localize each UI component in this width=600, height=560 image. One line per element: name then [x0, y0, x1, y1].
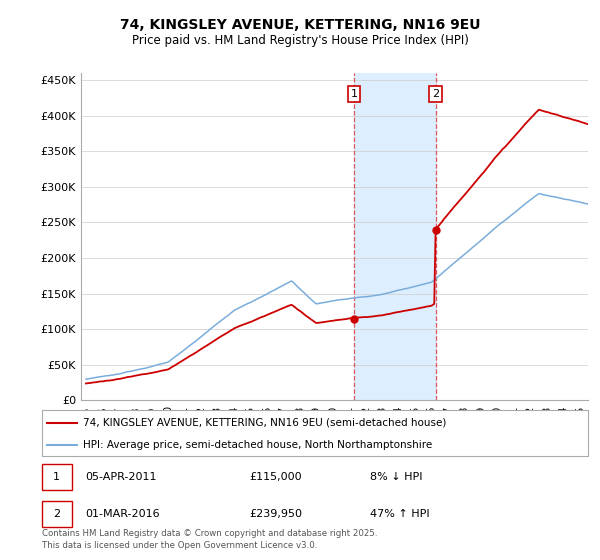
Text: 1: 1	[350, 89, 358, 99]
Text: 74, KINGSLEY AVENUE, KETTERING, NN16 9EU (semi-detached house): 74, KINGSLEY AVENUE, KETTERING, NN16 9EU…	[83, 418, 446, 428]
FancyBboxPatch shape	[42, 410, 588, 456]
FancyBboxPatch shape	[42, 501, 72, 527]
Text: HPI: Average price, semi-detached house, North Northamptonshire: HPI: Average price, semi-detached house,…	[83, 440, 432, 450]
Text: 05-APR-2011: 05-APR-2011	[86, 472, 157, 482]
Text: Price paid vs. HM Land Registry's House Price Index (HPI): Price paid vs. HM Land Registry's House …	[131, 34, 469, 47]
Text: 1: 1	[53, 472, 60, 482]
FancyBboxPatch shape	[42, 464, 72, 490]
Text: 74, KINGSLEY AVENUE, KETTERING, NN16 9EU: 74, KINGSLEY AVENUE, KETTERING, NN16 9EU	[120, 18, 480, 32]
Bar	[354, 73, 436, 400]
Text: £239,950: £239,950	[250, 509, 302, 519]
Text: 2: 2	[432, 89, 439, 99]
Text: 2: 2	[53, 509, 61, 519]
Text: 01-MAR-2016: 01-MAR-2016	[86, 509, 160, 519]
Text: 8% ↓ HPI: 8% ↓ HPI	[370, 472, 422, 482]
Text: £115,000: £115,000	[250, 472, 302, 482]
Text: Contains HM Land Registry data © Crown copyright and database right 2025.
This d: Contains HM Land Registry data © Crown c…	[42, 529, 377, 550]
Text: 47% ↑ HPI: 47% ↑ HPI	[370, 509, 429, 519]
